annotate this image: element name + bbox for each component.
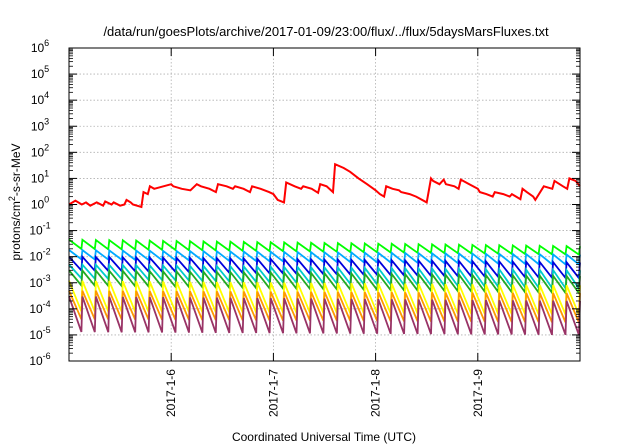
y-tick-exponent: -6	[43, 351, 51, 361]
y-tick-labels: 10-610-510-410-310-210-11001011021031041…	[29, 38, 50, 368]
y-tick-base: 10	[29, 224, 43, 238]
y-tick-label: 104	[31, 90, 49, 107]
y-tick-label: 103	[31, 116, 49, 133]
y-tick-exponent: -2	[43, 247, 51, 257]
y-tick-base: 10	[29, 328, 43, 342]
y-tick-base: 10	[31, 198, 45, 212]
y-tick-label: 106	[31, 38, 49, 55]
y-tick-label: 100	[31, 195, 49, 212]
y-tick-base: 10	[31, 171, 45, 185]
chart-title: /data/run/goesPlots/archive/2017-01-09/2…	[103, 24, 549, 39]
x-tick-label: 2017-1-6	[164, 369, 178, 417]
x-tick-label: 2017-1-7	[266, 369, 280, 417]
y-tick-exponent: -4	[43, 299, 51, 309]
y-tick-base: 10	[31, 145, 45, 159]
y-tick-exponent: -1	[43, 221, 51, 231]
y-tick-base: 10	[29, 250, 43, 264]
y-tick-base: 10	[29, 354, 43, 368]
series-line-2	[68, 238, 581, 257]
x-tick-labels: 2017-1-6 2017-1-7 2017-1-8 2017-1-9	[164, 369, 485, 417]
y-tick-exponent: -3	[43, 273, 51, 283]
y-tick-label: 101	[31, 168, 49, 185]
y-axis-label: protons/cm2-s-sr-MeV	[7, 143, 23, 260]
y-tick-label: 10-4	[29, 299, 50, 316]
y-tick-exponent: 5	[44, 64, 49, 74]
y-tick-label: 10-6	[29, 351, 50, 368]
y-tick-label: 10-2	[29, 247, 50, 264]
x-axis-label: Coordinated Universal Time (UTC)	[232, 430, 416, 444]
y-tick-exponent: -5	[43, 325, 51, 335]
series-layer	[68, 162, 581, 336]
y-tick-exponent: 4	[44, 90, 49, 100]
y-tick-base: 10	[29, 276, 43, 290]
y-tick-exponent: 3	[44, 116, 49, 126]
y-tick-exponent: 0	[44, 195, 49, 205]
x-tick-label: 2017-1-9	[471, 369, 485, 417]
y-tick-exponent: 1	[44, 168, 49, 178]
tick-marks	[69, 47, 580, 362]
y-tick-exponent: 6	[44, 38, 49, 48]
y-tick-label: 102	[31, 142, 49, 159]
y-axis-label-sup: 2	[7, 196, 17, 201]
y-tick-exponent: 2	[44, 142, 49, 152]
y-tick-base: 10	[31, 67, 45, 81]
y-tick-base: 10	[29, 302, 43, 316]
series-line-9	[68, 296, 581, 336]
x-tick-label: 2017-1-8	[369, 369, 383, 417]
y-tick-label: 105	[31, 64, 49, 81]
y-tick-base: 10	[31, 119, 45, 133]
y-tick-base: 10	[31, 93, 45, 107]
y-axis-label-suffix: -s-sr-MeV	[9, 143, 23, 196]
series-line-1	[68, 162, 581, 209]
y-tick-base: 10	[31, 41, 45, 55]
y-tick-label: 10-5	[29, 325, 50, 342]
y-axis-label-prefix: protons/cm	[9, 201, 23, 260]
y-tick-label: 10-3	[29, 273, 50, 290]
y-tick-label: 10-1	[29, 221, 50, 238]
